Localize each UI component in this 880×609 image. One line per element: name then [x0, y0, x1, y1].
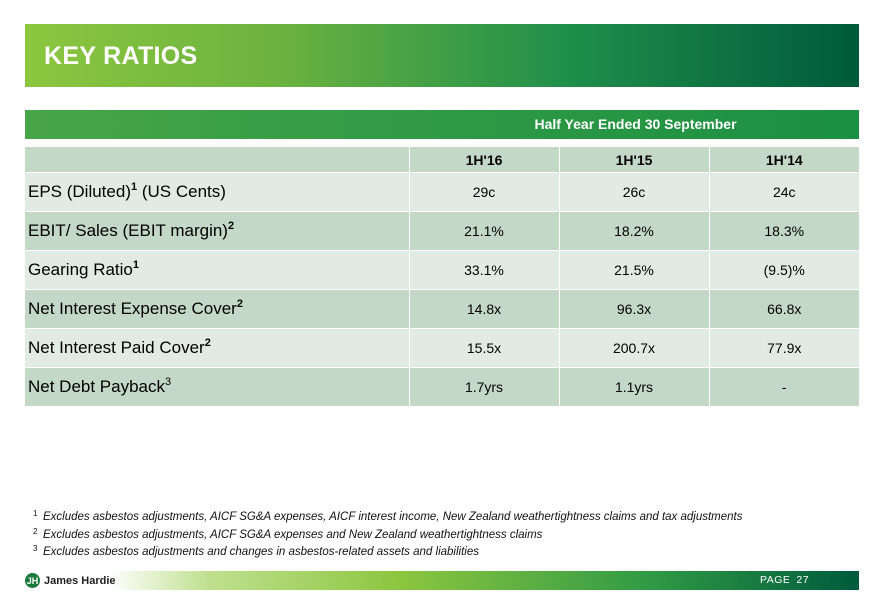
- table-row: EBIT/ Sales (EBIT margin)2 21.1% 18.2% 1…: [25, 211, 859, 251]
- key-ratios-table: 1H'16 1H'15 1H'14 EPS (Diluted)1 (US Cen…: [25, 147, 859, 407]
- column-header: 1H'16: [409, 147, 560, 173]
- footnote-ref: 3: [165, 376, 172, 388]
- column-header: 1H'15: [559, 147, 710, 173]
- table-cell: (9.5)%: [709, 250, 859, 290]
- table-row: Net Debt Payback3 1.7yrs 1.1yrs -: [25, 367, 859, 407]
- period-header: Half Year Ended 30 September: [534, 116, 737, 132]
- page-label: PAGE: [760, 574, 791, 586]
- footnote-ref: 2: [227, 220, 235, 232]
- row-label-text: EBIT/ Sales (EBIT margin): [28, 221, 228, 240]
- table-row: EPS (Diluted)1 (US Cents) 29c 26c 24c: [25, 172, 859, 212]
- row-label: Net Interest Paid Cover2: [25, 328, 410, 368]
- table-cell: 26c: [559, 172, 710, 212]
- table-row: Net Interest Paid Cover2 15.5x 200.7x 77…: [25, 328, 859, 368]
- footnotes: 1 Excludes asbestos adjustments, AICF SG&…: [33, 507, 863, 560]
- table-cell: 14.8x: [409, 289, 560, 329]
- footnote-text: Excludes asbestos adjustments and change…: [43, 546, 479, 558]
- row-label: Net Debt Payback3: [25, 367, 410, 407]
- footnote-ref: 1: [132, 259, 140, 271]
- table-cell: 66.8x: [709, 289, 859, 329]
- table-cell: 21.5%: [559, 250, 710, 290]
- footnote-text: Excludes asbestos adjustments, AICF SG&A…: [43, 511, 743, 523]
- footnote-ref: 2: [236, 298, 243, 310]
- footnote-text: Excludes asbestos adjustments, AICF SG&A…: [43, 528, 543, 541]
- footnote-number: 3: [33, 544, 38, 553]
- page-number-value: 27: [796, 574, 810, 586]
- logo-text: James Hardie: [44, 574, 116, 587]
- table-row: Gearing Ratio1 33.1% 21.5% (9.5)%: [25, 250, 859, 290]
- row-label: Gearing Ratio1: [25, 250, 410, 290]
- footnote-ref: 2: [204, 337, 211, 349]
- logo-mark-icon: JH: [25, 573, 40, 588]
- table-cell: -: [709, 367, 859, 407]
- table-cell: 96.3x: [559, 289, 710, 329]
- footer-bar: [25, 571, 859, 590]
- table-cell: 18.2%: [559, 211, 710, 251]
- row-label: EPS (Diluted)1 (US Cents): [25, 172, 410, 212]
- row-label-text: Net Debt Payback: [28, 377, 166, 396]
- footnote-number: 2: [33, 526, 38, 536]
- footnote: 1 Excludes asbestos adjustments, AICF SG&…: [33, 507, 863, 525]
- table-cell: 29c: [409, 172, 560, 212]
- table-cell: 1.1yrs: [559, 367, 710, 407]
- table-cell: 1.7yrs: [409, 367, 560, 407]
- row-label-text: EPS (Diluted): [28, 182, 131, 201]
- footnote: 3 Excludes asbestos adjustments and chang…: [33, 542, 863, 560]
- table-cell: 24c: [709, 172, 859, 212]
- row-label: Net Interest Expense Cover2: [25, 289, 410, 329]
- header-empty-cell: [25, 147, 410, 173]
- slide-title: KEY RATIOS: [44, 42, 198, 70]
- title-bar: KEY RATIOS: [25, 24, 859, 87]
- table-cell: 77.9x: [709, 328, 859, 368]
- row-label-text: Net Interest Paid Cover: [28, 338, 205, 357]
- footnote: 2 Excludes asbestos adjustments, AICF SG&…: [33, 525, 863, 543]
- page-number: PAGE 27: [760, 571, 809, 590]
- footnote-ref: 1: [130, 181, 138, 193]
- table-cell: 21.1%: [409, 211, 560, 251]
- row-label-text: Gearing Ratio: [28, 260, 133, 279]
- company-logo: JH James Hardie: [25, 571, 116, 590]
- table-cell: 18.3%: [709, 211, 859, 251]
- row-label-suffix: (US Cents): [137, 182, 226, 201]
- table-cell: 200.7x: [559, 328, 710, 368]
- row-label-text: Net Interest Expense Cover: [28, 299, 237, 318]
- column-header: 1H'14: [709, 147, 859, 173]
- table-header-row: 1H'16 1H'15 1H'14: [25, 147, 859, 173]
- footnote-number: 1: [33, 509, 38, 518]
- table-cell: 15.5x: [409, 328, 560, 368]
- table-cell: 33.1%: [409, 250, 560, 290]
- row-label: EBIT/ Sales (EBIT margin)2: [25, 211, 410, 251]
- period-header-bar: Half Year Ended 30 September: [25, 110, 859, 139]
- table-row: Net Interest Expense Cover2 14.8x 96.3x …: [25, 289, 859, 329]
